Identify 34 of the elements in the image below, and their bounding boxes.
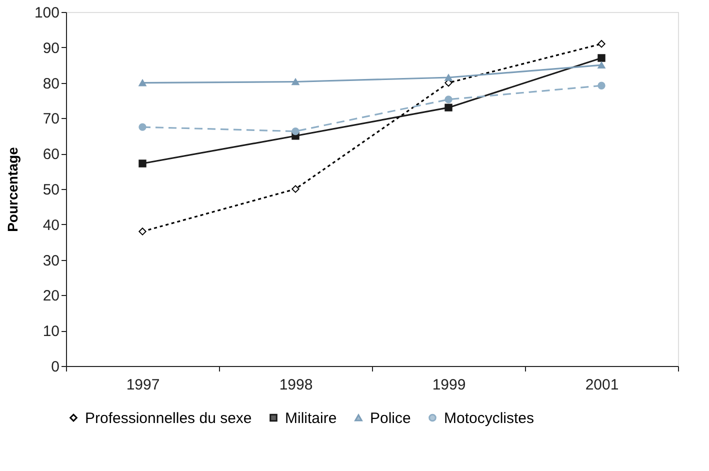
point — [292, 185, 300, 193]
y-tick-label: 40 — [42, 216, 60, 234]
y-tick-label: 80 — [42, 75, 60, 92]
point — [444, 74, 452, 81]
y-tick-label: 50 — [42, 182, 60, 198]
y-tick-label: 90 — [42, 40, 60, 57]
point — [444, 96, 452, 104]
point — [598, 82, 606, 90]
point — [138, 123, 146, 131]
y-tick-label: 100 — [34, 4, 60, 22]
point — [598, 54, 606, 62]
legend-label: Motocyclistes — [444, 410, 534, 427]
point — [138, 228, 146, 236]
point — [138, 79, 146, 86]
x-tick-label: 2001 — [585, 376, 619, 394]
y-tick-label: 10 — [42, 323, 60, 340]
point — [138, 160, 146, 168]
y-axis-title: Pourcentage — [4, 146, 20, 232]
y-tick-label: 30 — [42, 252, 60, 270]
legend-label: Professionnelles du sexe — [85, 410, 252, 427]
y-tick-label: 0 — [51, 358, 60, 376]
point — [292, 78, 300, 86]
x-tick-label: 1997 — [126, 376, 160, 394]
y-tick-label: 70 — [42, 110, 60, 128]
y-tick-label: 60 — [42, 146, 60, 164]
legend-label: Police — [370, 410, 411, 427]
point — [598, 62, 606, 69]
point — [444, 104, 452, 112]
legend-label: Militaire — [285, 410, 337, 427]
x-tick-label: 1998 — [279, 376, 313, 394]
x-tick-label: 1999 — [432, 376, 466, 394]
point — [292, 127, 300, 136]
y-tick-label: 20 — [42, 288, 60, 305]
point — [598, 40, 606, 48]
